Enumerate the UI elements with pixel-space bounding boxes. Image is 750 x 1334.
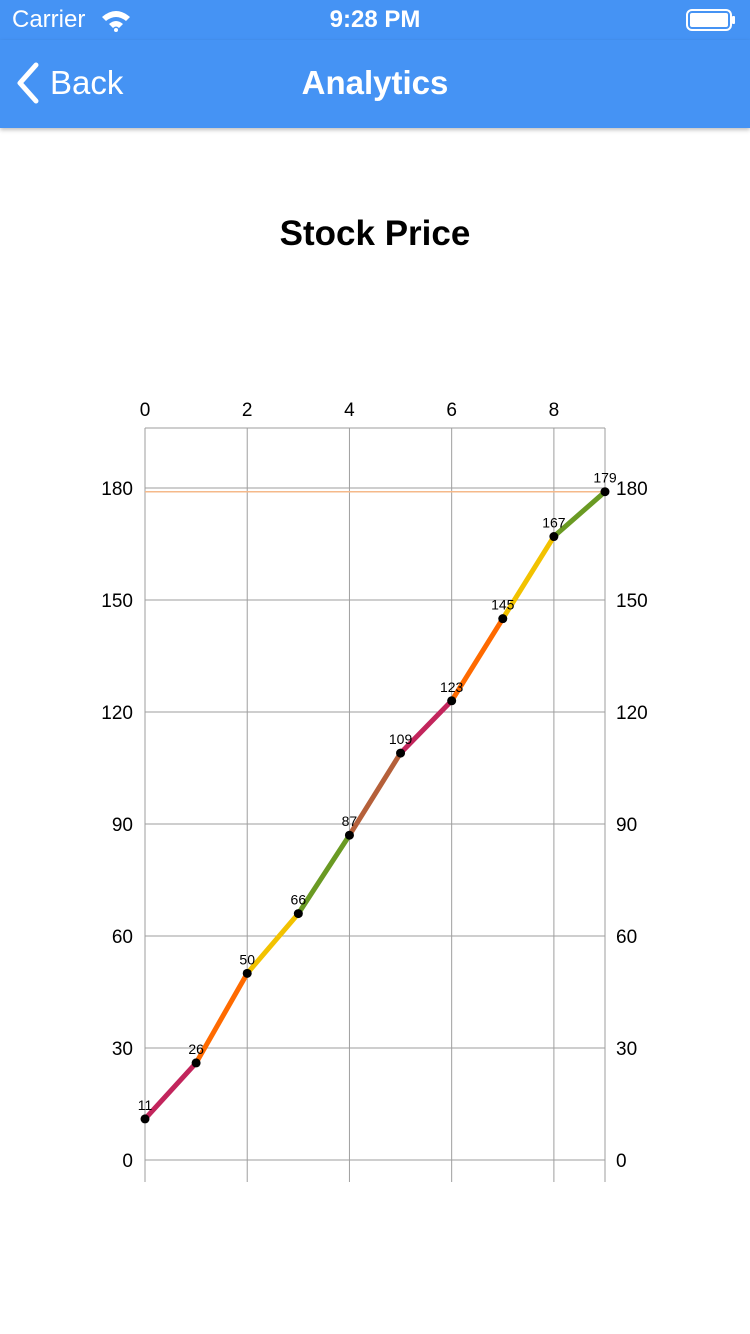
battery-icon [686, 9, 735, 31]
y-tick-label-left: 180 [101, 479, 133, 500]
y-tick-label-left: 150 [101, 591, 133, 612]
data-point [498, 614, 508, 624]
x-tick-label: 4 [344, 400, 355, 421]
status-time: 9:28 PM [329, 6, 421, 33]
back-button[interactable]: Back [14, 58, 123, 108]
x-tick-label: 6 [446, 400, 457, 421]
line-segment [193, 970, 250, 1066]
data-point [293, 909, 303, 919]
line-segment [142, 1060, 199, 1122]
status-bar: Carrier 9:28 PM [0, 0, 750, 40]
data-point [140, 1114, 150, 1124]
data-label: 66 [291, 892, 307, 908]
data-label: 179 [593, 470, 617, 486]
line-segment [449, 616, 506, 704]
data-label: 145 [491, 597, 515, 613]
line-segment [295, 832, 352, 917]
line-segment [244, 911, 301, 976]
x-tick-label: 2 [242, 400, 253, 421]
data-point [600, 487, 610, 497]
carrier-label: Carrier [12, 6, 86, 33]
nav-title: Analytics [301, 64, 449, 101]
y-tick-label-left: 60 [112, 927, 133, 948]
y-tick-label-left: 0 [122, 1151, 133, 1172]
y-tick-label-left: 120 [101, 703, 133, 724]
x-tick-label: 8 [549, 400, 560, 421]
back-label: Back [50, 64, 124, 101]
y-tick-label-right: 150 [616, 591, 648, 612]
data-label: 167 [542, 515, 566, 531]
data-label: 87 [342, 813, 358, 829]
data-label: 11 [138, 1097, 153, 1113]
line-segment [346, 750, 404, 838]
y-tick-label-right: 120 [616, 703, 648, 724]
navigation-bar: Back Analytics [0, 40, 750, 128]
line-segment [551, 489, 608, 540]
data-point [447, 696, 457, 706]
line-segment [398, 698, 455, 756]
y-tick-label-right: 0 [616, 1151, 627, 1172]
data-point [549, 532, 559, 542]
x-tick-label: 0 [140, 400, 151, 421]
data-label: 123 [440, 679, 464, 695]
data-point [396, 748, 406, 758]
chevron-left-icon [17, 62, 39, 104]
y-tick-label-right: 60 [616, 927, 637, 948]
data-label: 109 [389, 731, 413, 747]
data-point [344, 830, 354, 840]
y-tick-label-right: 30 [616, 1039, 637, 1060]
data-label: 50 [239, 951, 255, 967]
y-tick-label-left: 90 [112, 815, 133, 836]
y-tick-label-right: 90 [616, 815, 637, 836]
data-point [191, 1058, 201, 1068]
y-tick-label-right: 180 [616, 479, 648, 500]
chart-title: Stock Price [279, 214, 471, 253]
data-point [242, 968, 252, 978]
line-segment [500, 534, 557, 622]
y-tick-label-left: 30 [112, 1039, 133, 1060]
wifi-icon [102, 11, 130, 32]
data-label: 26 [188, 1041, 204, 1057]
